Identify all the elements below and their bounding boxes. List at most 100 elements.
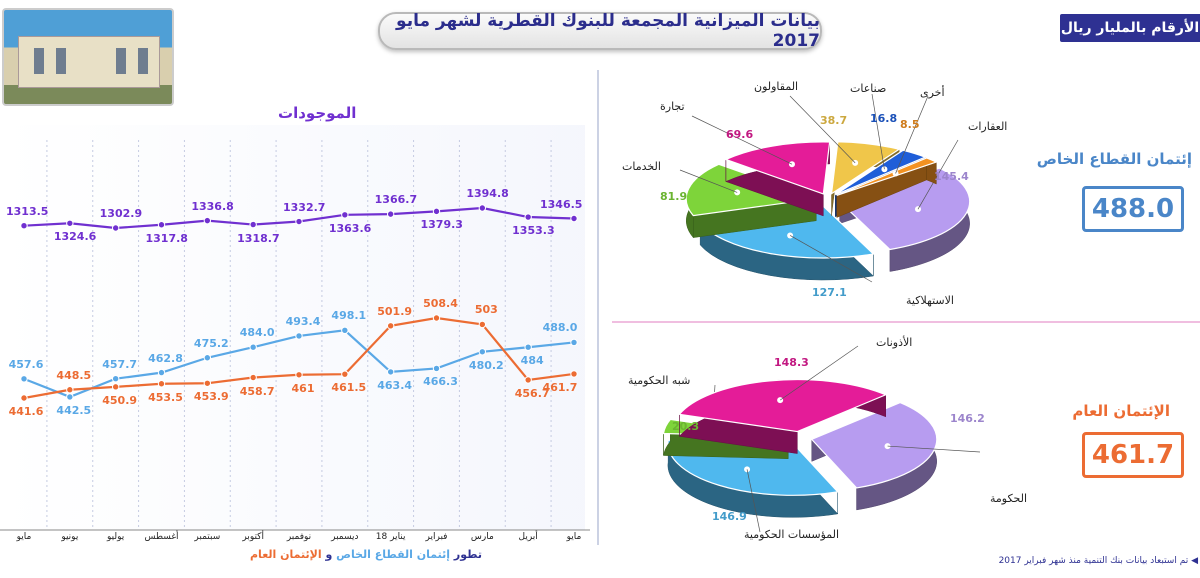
pie-value-label: 146.2 bbox=[950, 412, 985, 425]
point-value-label: 462.8 bbox=[148, 351, 183, 365]
x-tick-label: أغسطس bbox=[144, 532, 179, 542]
x-tick-label: ديسمبر bbox=[331, 532, 359, 542]
data-point bbox=[203, 354, 212, 362]
data-point bbox=[20, 221, 28, 230]
footnote-text: تم استبعاد بيانات بنك التنمية منذ شهر فب… bbox=[998, 556, 1189, 566]
triangle-icon: ◀ bbox=[1191, 556, 1198, 566]
x-tick-label: يناير 18 bbox=[375, 532, 406, 542]
data-point bbox=[386, 322, 395, 330]
pie-leader-line bbox=[895, 95, 929, 174]
pie-category-label: المؤسسات الحكومية bbox=[744, 528, 840, 541]
public-credit-pie bbox=[662, 345, 981, 533]
pie-category-label: شبه الحكومية bbox=[628, 374, 691, 387]
pie-leader-line bbox=[871, 93, 885, 170]
data-point bbox=[203, 216, 212, 225]
public-credit-total: 461.7 bbox=[1082, 432, 1184, 478]
data-point bbox=[157, 221, 166, 229]
point-value-label: 463.4 bbox=[377, 378, 413, 392]
point-value-label: 1302.9 bbox=[99, 207, 143, 220]
subtitle-prefix: تطور bbox=[453, 548, 482, 561]
data-point bbox=[295, 371, 303, 379]
line-chart-subtitle: تطور إئتمان القطاع الخاص و الإئتمان العا… bbox=[250, 548, 482, 561]
data-point bbox=[478, 320, 487, 329]
window-shape bbox=[56, 48, 66, 74]
data-point bbox=[111, 383, 120, 391]
point-value-label: 450.9 bbox=[102, 393, 138, 407]
x-tick-label: أكتوبر bbox=[242, 532, 264, 542]
unit-badge: الأرقام بالمليار ريال bbox=[1060, 14, 1200, 42]
data-point bbox=[478, 348, 487, 356]
point-value-label: 458.7 bbox=[239, 384, 275, 398]
point-value-label: 461.7 bbox=[542, 380, 578, 394]
point-value-label: 1332.7 bbox=[283, 200, 326, 214]
pie-category-label: العقارات bbox=[968, 120, 1008, 133]
x-tick-label: مايو bbox=[16, 532, 32, 542]
point-value-label: 1346.5 bbox=[540, 197, 583, 211]
subtitle-public: الإئتمان العام bbox=[250, 548, 322, 561]
point-value-label: 1353.3 bbox=[512, 224, 555, 238]
pie-value-label: 146.9 bbox=[712, 510, 747, 523]
bank-building-photo bbox=[2, 8, 174, 106]
page-title: بيانات الميزانية المجمعة للبنوك القطرية … bbox=[378, 11, 822, 51]
pie-value-label: 69.6 bbox=[726, 128, 754, 141]
pie-leader-line bbox=[679, 169, 738, 193]
point-value-label: 461.5 bbox=[331, 381, 367, 395]
point-value-label: 1363.6 bbox=[328, 221, 372, 235]
x-tick-label: سبتمبر bbox=[194, 532, 221, 542]
point-value-label: 501.9 bbox=[377, 304, 413, 318]
pie-leader-line bbox=[691, 115, 793, 165]
point-value-label: 457.6 bbox=[8, 357, 44, 371]
data-point bbox=[249, 343, 257, 351]
pie-value-label: 145.4 bbox=[934, 170, 969, 183]
x-tick-label: يوليو bbox=[107, 532, 125, 542]
point-value-label: 453.5 bbox=[148, 390, 183, 404]
data-point bbox=[386, 368, 395, 376]
data-point bbox=[478, 204, 487, 212]
window-shape bbox=[116, 48, 126, 74]
data-point bbox=[203, 379, 212, 387]
x-tick-label: نوفمبر bbox=[286, 532, 312, 542]
pie-value-label: 81.9 bbox=[660, 190, 688, 203]
point-value-label: 488.0 bbox=[542, 321, 578, 335]
point-value-label: 1324.6 bbox=[53, 230, 97, 244]
data-point bbox=[432, 314, 441, 322]
window-shape bbox=[34, 48, 44, 74]
data-point bbox=[157, 368, 166, 377]
pie-value-label: 148.3 bbox=[774, 356, 809, 369]
footnote: ◀ تم استبعاد بيانات بنك التنمية منذ شهر … bbox=[978, 556, 1198, 566]
pie-category-label: المقاولون bbox=[754, 80, 799, 93]
point-value-label: 448.5 bbox=[56, 368, 92, 382]
data-point bbox=[295, 332, 303, 340]
pie-leader-line bbox=[887, 445, 981, 453]
point-value-label: 475.2 bbox=[193, 336, 229, 350]
pie-category-label: الحكومة bbox=[990, 492, 1028, 505]
subtitle-private: إئتمان القطاع الخاص bbox=[336, 548, 451, 561]
point-value-label: 1366.7 bbox=[374, 193, 418, 207]
x-tick-label: مارس bbox=[470, 532, 494, 542]
pie-slice bbox=[838, 167, 971, 251]
public-credit-title: الإئتمان العام bbox=[1072, 402, 1170, 420]
pie-value-label: 16.8 bbox=[870, 112, 898, 125]
pie-category-label: أخرى bbox=[920, 86, 945, 99]
window-shape bbox=[138, 48, 148, 74]
point-value-label: 508.4 bbox=[423, 297, 458, 310]
data-point bbox=[66, 393, 74, 401]
pie-value-label: 8.5 bbox=[900, 118, 920, 131]
point-value-label: 1336.8 bbox=[191, 199, 234, 213]
data-point bbox=[570, 214, 578, 223]
pie-leader-line bbox=[917, 139, 959, 210]
data-point bbox=[570, 370, 578, 378]
pie-category-label: الأذونات bbox=[876, 336, 913, 349]
x-tick-label: يونيو bbox=[61, 532, 79, 542]
private-credit-pie bbox=[679, 93, 971, 283]
point-value-label: 461 bbox=[291, 381, 315, 395]
pie-value-label: 38.7 bbox=[820, 114, 848, 127]
data-point bbox=[66, 219, 74, 227]
data-point bbox=[249, 373, 257, 382]
data-point bbox=[111, 224, 120, 232]
private-credit-total: 488.0 bbox=[1082, 186, 1184, 232]
point-value-label: 503 bbox=[474, 303, 498, 317]
building-shape bbox=[18, 36, 160, 88]
point-value-label: 456.7 bbox=[514, 386, 550, 400]
data-point bbox=[157, 380, 166, 388]
